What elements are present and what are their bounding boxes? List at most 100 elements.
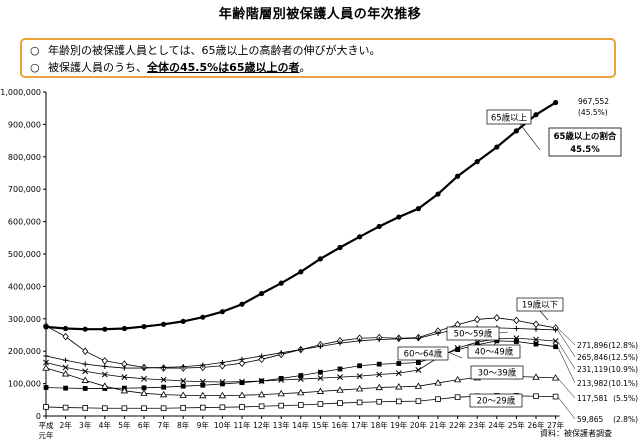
point-marker bbox=[533, 112, 539, 118]
ratio-callout-box bbox=[548, 127, 622, 157]
point-marker bbox=[239, 380, 245, 386]
point-marker bbox=[239, 301, 245, 307]
point-marker bbox=[120, 386, 129, 394]
point-marker bbox=[455, 173, 461, 179]
x-tick-sublabel: 元年 bbox=[39, 430, 54, 440]
point-marker bbox=[415, 206, 421, 212]
point-marker bbox=[533, 341, 539, 347]
end-label-leader bbox=[557, 340, 576, 370]
point-marker bbox=[102, 326, 108, 332]
point-marker bbox=[63, 357, 69, 363]
point-marker bbox=[61, 370, 70, 377]
legend-leader bbox=[498, 331, 509, 334]
point-marker bbox=[474, 315, 481, 324]
summary-text-2-post: 。 bbox=[299, 61, 311, 74]
point-marker bbox=[337, 340, 343, 346]
summary-box: ○ 年齢別の被保護人員としては、65歳以上の高齢者の伸びが大きい。 ○ 被保護人員の… bbox=[20, 38, 616, 78]
point-marker bbox=[317, 256, 323, 262]
point-marker bbox=[317, 375, 324, 382]
point-marker bbox=[355, 384, 364, 392]
legend-box bbox=[469, 393, 523, 408]
point-marker bbox=[180, 383, 186, 389]
point-marker bbox=[101, 357, 108, 365]
x-tick-label: 14年 bbox=[292, 420, 310, 430]
end-percent-label: (12.5%) bbox=[608, 353, 638, 362]
legend-box bbox=[397, 346, 449, 361]
summary-text-1: 年齢別の被保護人員としては、65歳以上の高齢者の伸びが大きい。 bbox=[48, 44, 381, 57]
point-marker bbox=[140, 389, 148, 396]
point-marker bbox=[376, 361, 382, 367]
point-marker bbox=[298, 269, 304, 275]
point-marker bbox=[533, 393, 539, 400]
y-tick-label: 1,000,000 bbox=[0, 88, 41, 97]
point-marker bbox=[219, 309, 225, 315]
point-marker bbox=[259, 353, 265, 359]
x-tick-label: 平成 bbox=[39, 420, 54, 430]
end-label-leader bbox=[557, 327, 576, 346]
point-marker bbox=[218, 391, 227, 399]
legend-leader bbox=[519, 123, 541, 151]
point-marker bbox=[396, 214, 402, 220]
point-marker bbox=[298, 373, 304, 378]
point-marker bbox=[533, 336, 539, 343]
y-tick-label: 900,000 bbox=[8, 120, 41, 129]
point-marker bbox=[435, 191, 441, 197]
point-marker bbox=[551, 374, 560, 381]
summary-line-1: ○ 年齢別の被保護人員としては、65歳以上の高齢者の伸びが大きい。 bbox=[30, 42, 606, 59]
point-marker bbox=[200, 362, 206, 368]
point-marker bbox=[454, 394, 461, 401]
x-tick-label: 22年 bbox=[449, 420, 467, 430]
x-tick-label: 27年 bbox=[547, 420, 565, 430]
legend-label: 65歳以上 bbox=[491, 113, 528, 124]
point-marker bbox=[297, 402, 304, 408]
x-tick-label: 9年 bbox=[197, 420, 210, 430]
end-value-label: 271,896 bbox=[577, 341, 608, 350]
legend-box bbox=[516, 297, 564, 312]
end-value-label: 265,846 bbox=[577, 353, 608, 362]
series-dot bbox=[43, 99, 559, 332]
point-marker bbox=[257, 390, 266, 398]
x-tick-label: 11年 bbox=[233, 420, 251, 430]
y-tick-label: 0 bbox=[36, 412, 41, 421]
legend-label: 30～39歳 bbox=[478, 368, 517, 379]
point-marker bbox=[318, 369, 323, 375]
end-percent-label: (10.9%) bbox=[608, 365, 638, 374]
point-marker bbox=[317, 401, 324, 407]
point-marker bbox=[82, 347, 89, 356]
end-label-leader bbox=[557, 346, 576, 384]
point-marker bbox=[552, 393, 559, 400]
x-tick-label: 7年 bbox=[157, 420, 170, 430]
point-marker bbox=[435, 396, 441, 402]
point-marker bbox=[63, 385, 68, 391]
point-marker bbox=[317, 343, 323, 349]
point-marker bbox=[278, 376, 284, 381]
point-marker bbox=[219, 361, 226, 370]
y-tick-label: 700,000 bbox=[8, 185, 41, 194]
legend-label: 50～59歳 bbox=[454, 329, 493, 340]
point-marker bbox=[180, 364, 186, 370]
legend-leader bbox=[447, 351, 463, 359]
x-tick-label: 13年 bbox=[273, 420, 291, 430]
point-marker bbox=[532, 373, 540, 380]
point-marker bbox=[219, 404, 226, 411]
ratio-callout-title: 65歳以上の割合 bbox=[554, 131, 617, 142]
point-marker bbox=[415, 367, 422, 373]
legend-box bbox=[446, 326, 500, 341]
point-marker bbox=[160, 376, 167, 383]
point-marker bbox=[102, 405, 108, 412]
point-marker bbox=[494, 144, 500, 150]
end-label-leader bbox=[557, 396, 576, 420]
point-marker bbox=[395, 398, 402, 405]
end-value-label: 117,581 bbox=[577, 394, 608, 403]
point-marker bbox=[82, 386, 88, 391]
summary-highlight: 全体の45.5%は65歳以上の者 bbox=[147, 61, 300, 74]
point-marker bbox=[43, 385, 49, 390]
series-line bbox=[45, 101, 557, 331]
point-marker bbox=[493, 313, 500, 322]
point-marker bbox=[161, 364, 167, 370]
point-marker bbox=[121, 405, 128, 412]
point-marker bbox=[219, 359, 225, 366]
point-marker bbox=[258, 355, 265, 364]
x-tick-label: 12年 bbox=[253, 420, 271, 430]
point-marker bbox=[455, 347, 460, 352]
